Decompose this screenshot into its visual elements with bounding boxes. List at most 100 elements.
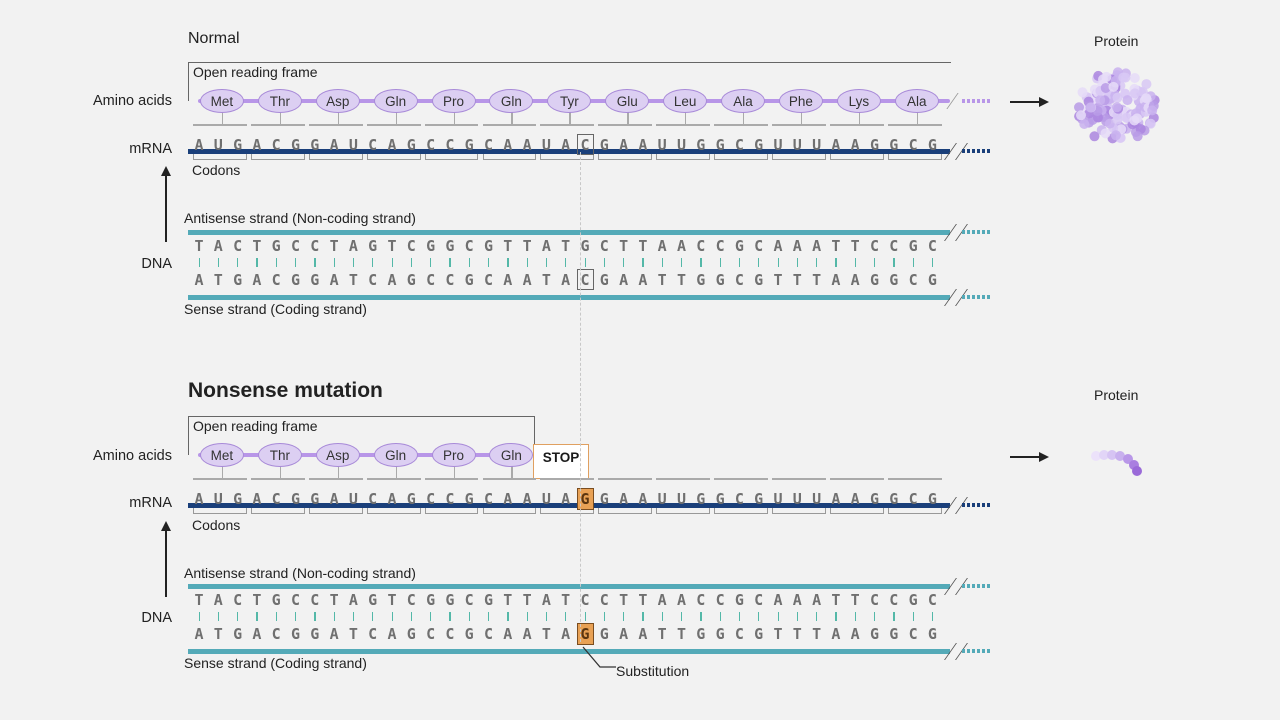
base-pair-tick bbox=[507, 612, 509, 621]
mrna-base: A bbox=[522, 490, 532, 508]
antisense-base: T bbox=[561, 237, 571, 255]
base-pair-tick bbox=[758, 258, 760, 267]
sense-base: A bbox=[194, 625, 204, 643]
antisense-strand-dash bbox=[987, 230, 990, 234]
antisense-base: T bbox=[831, 237, 841, 255]
base-pair-tick bbox=[584, 612, 586, 621]
antisense-base: A bbox=[348, 591, 358, 609]
sense-base: A bbox=[850, 625, 860, 643]
base-pair-tick bbox=[526, 612, 528, 621]
codon-bottom-bracket bbox=[366, 508, 421, 514]
amino-stem bbox=[800, 111, 803, 124]
codon-top-bar bbox=[366, 124, 421, 126]
mutant-dna-label: DNA bbox=[141, 610, 172, 626]
antisense-strand-dash bbox=[972, 584, 975, 588]
mrna-strand-dash bbox=[962, 149, 965, 153]
antisense-base: A bbox=[812, 237, 822, 255]
base-pair-tick bbox=[700, 258, 702, 267]
antisense-base: G bbox=[734, 591, 744, 609]
amino-chain-dash bbox=[987, 99, 990, 103]
base-pair-tick bbox=[468, 258, 470, 267]
antisense-base: G bbox=[734, 237, 744, 255]
normal-title: Normal bbox=[188, 30, 240, 47]
sense-base: G bbox=[464, 625, 474, 643]
antisense-base: G bbox=[445, 591, 455, 609]
mrna-base: G bbox=[889, 490, 899, 508]
sense-base: C bbox=[908, 625, 918, 643]
mrna-strand-dash bbox=[967, 503, 970, 507]
base-pair-tick bbox=[488, 258, 490, 267]
amino-acid-gln: Gln bbox=[373, 89, 418, 113]
base-pair-tick bbox=[719, 612, 721, 621]
amino-acid-ala: Ala bbox=[721, 89, 766, 113]
antisense-base: A bbox=[541, 591, 551, 609]
antisense-base: G bbox=[368, 591, 378, 609]
sense-base: A bbox=[561, 271, 571, 289]
antisense-base: A bbox=[792, 237, 802, 255]
antisense-base: T bbox=[194, 237, 204, 255]
base-pair-tick bbox=[700, 612, 702, 621]
antisense-base: A bbox=[657, 237, 667, 255]
codon-bottom-bracket bbox=[829, 508, 884, 514]
mrna-base: C bbox=[426, 490, 436, 508]
codon-top-bar bbox=[714, 478, 768, 480]
sense-strand-dash bbox=[987, 649, 990, 653]
codon-bottom-bracket bbox=[424, 154, 479, 160]
mrna-base: A bbox=[329, 490, 339, 508]
sense-base: A bbox=[638, 625, 648, 643]
antisense-base: C bbox=[927, 237, 937, 255]
amino-acid-gln: Gln bbox=[489, 443, 534, 467]
codon-bottom-bracket bbox=[482, 508, 537, 514]
normal-mrna-label: mRNA bbox=[129, 141, 172, 157]
mrna-base: G bbox=[696, 490, 706, 508]
mrna-base: A bbox=[831, 490, 841, 508]
sense-base: T bbox=[541, 271, 551, 289]
mrna-base: G bbox=[290, 490, 301, 508]
base-pair-tick bbox=[372, 612, 374, 621]
antisense-base: C bbox=[464, 237, 474, 255]
sense-base: A bbox=[503, 271, 513, 289]
sense-base: C bbox=[734, 625, 744, 643]
mrna-base: G bbox=[310, 136, 320, 154]
normal-protein-label: Protein bbox=[1094, 33, 1139, 49]
base-pair-tick bbox=[777, 612, 779, 621]
antisense-strand-dash bbox=[962, 230, 965, 234]
codon-bottom-bracket bbox=[714, 508, 768, 514]
mrna-base: G bbox=[754, 136, 764, 154]
antisense-base: G bbox=[483, 237, 494, 255]
mrna-base: A bbox=[561, 136, 571, 154]
codon-top-bar bbox=[250, 124, 305, 126]
amino-stem bbox=[279, 111, 282, 124]
antisense-base: A bbox=[541, 237, 551, 255]
base-pair-tick bbox=[931, 258, 934, 267]
mrna-base: U bbox=[541, 490, 551, 508]
mrna-base: C bbox=[908, 490, 918, 508]
mutant-antisense-label: Antisense strand (Non-coding strand) bbox=[184, 565, 416, 581]
antisense-strand-dash bbox=[972, 230, 975, 234]
codon-top-bar bbox=[772, 124, 826, 126]
antisense-base: A bbox=[676, 591, 687, 609]
sense-base: A bbox=[252, 625, 262, 643]
sense-base: G bbox=[869, 271, 880, 289]
mutant-sense-label: Sense strand (Coding strand) bbox=[184, 655, 367, 671]
codon-bottom-bracket bbox=[887, 154, 942, 160]
antisense-base: C bbox=[406, 237, 416, 255]
mrna-base: A bbox=[194, 136, 204, 154]
codon-top-bar bbox=[193, 124, 247, 126]
mutant-amino-acids-label: Amino acids bbox=[93, 448, 172, 464]
mrna-base: G bbox=[290, 136, 301, 154]
sense-base: G bbox=[754, 271, 764, 289]
sense-base: G bbox=[754, 625, 764, 643]
amino-stem bbox=[453, 111, 455, 124]
sense-base: G bbox=[599, 271, 609, 289]
mrna-base: G bbox=[889, 136, 899, 154]
amino-stem bbox=[916, 111, 919, 124]
codon-top-bar bbox=[887, 124, 942, 126]
sense-base: G bbox=[599, 625, 609, 643]
mrna-base: G bbox=[580, 490, 590, 508]
mutant-orf-label: Open reading frame bbox=[193, 418, 318, 434]
antisense-base: T bbox=[329, 591, 339, 609]
mrna-base: A bbox=[503, 490, 513, 508]
antisense-base: C bbox=[310, 591, 320, 609]
sense-base: C bbox=[483, 271, 494, 289]
